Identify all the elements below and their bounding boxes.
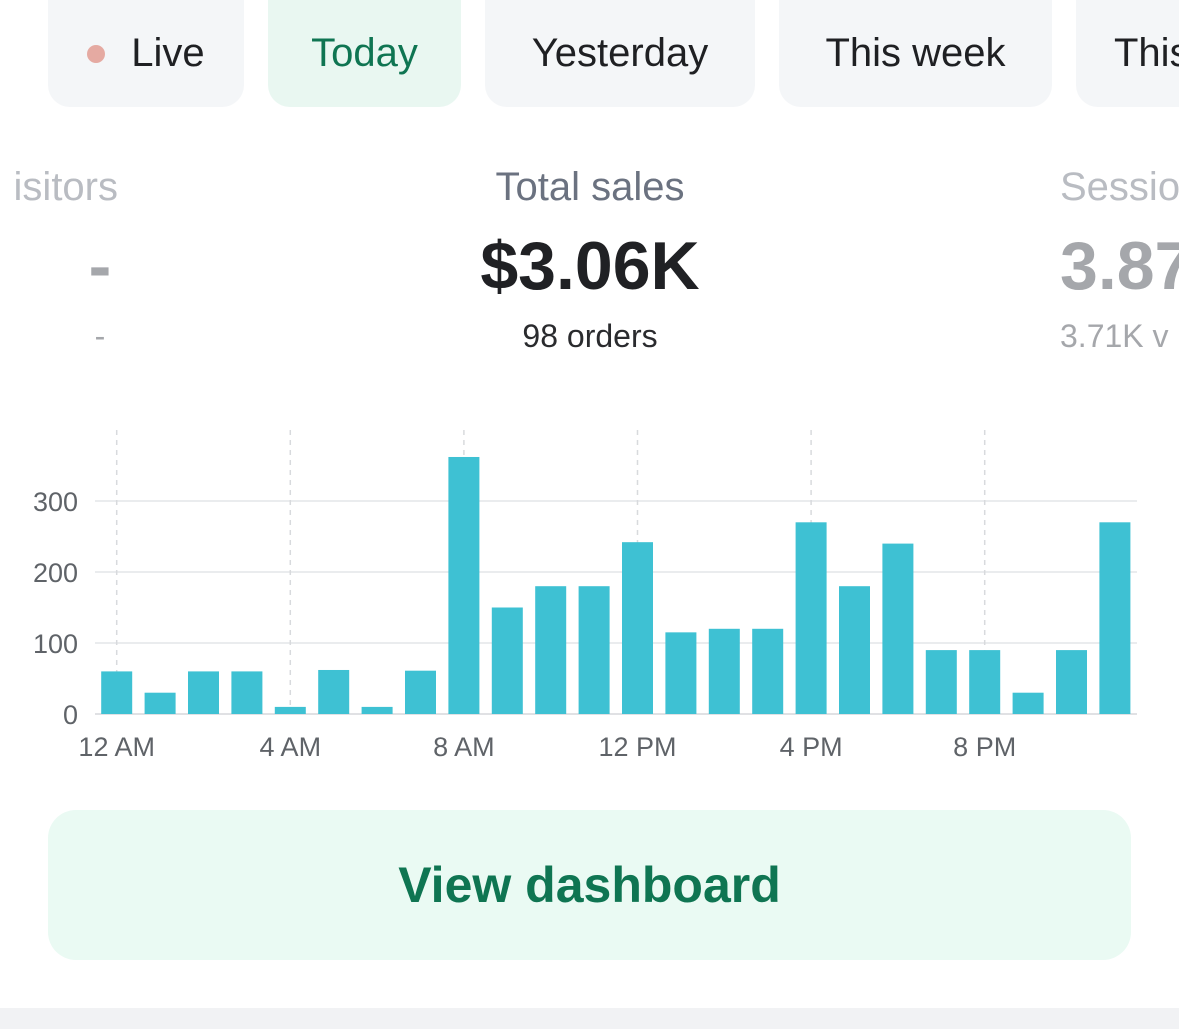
hourly-sales-chart-svg: 0 100 200 300 12 AM 4 AM 8 AM 12 PM 4 PM 8 PM xyxy=(33,430,1137,762)
chart-bar xyxy=(969,650,1001,714)
tab-live[interactable]: Live xyxy=(48,0,244,107)
chart-bar xyxy=(491,607,523,714)
tab-this-month[interactable]: This xyxy=(1076,0,1179,107)
x-tick-label: 8 AM xyxy=(433,732,495,762)
view-dashboard-label: View dashboard xyxy=(398,857,781,913)
bottom-divider xyxy=(0,1008,1179,1029)
metric-sessions-label: Sessio xyxy=(1060,165,1179,209)
chart-bar xyxy=(231,671,263,714)
x-tick-label: 8 PM xyxy=(953,732,1016,762)
chart-bar xyxy=(752,628,784,714)
x-tick-label: 12 PM xyxy=(598,732,676,762)
tab-this-week[interactable]: This week xyxy=(779,0,1052,107)
chart-bar xyxy=(101,671,133,714)
chart-bar xyxy=(274,706,306,714)
chart-bar xyxy=(1056,650,1087,714)
y-tick-label: 0 xyxy=(63,700,78,730)
metric-visitors-value: - xyxy=(88,228,112,304)
metric-sessions[interactable]: Sessio 3.87 3.71K v xyxy=(1060,150,1179,364)
x-tick-label: 4 PM xyxy=(780,732,843,762)
metrics-carousel[interactable]: isitors - - Total sales $3.06K 98 orders… xyxy=(0,150,1179,380)
tab-this-week-label: This week xyxy=(825,31,1006,75)
metric-sessions-value: 3.87 xyxy=(1060,228,1179,304)
chart-bar xyxy=(578,586,610,714)
metric-total-sales-value: $3.06K xyxy=(480,228,700,304)
chart-bar xyxy=(665,632,697,714)
chart-bar xyxy=(795,522,827,714)
chart-bar xyxy=(925,650,957,714)
chart-bar xyxy=(318,669,350,714)
metric-visitors[interactable]: isitors - - xyxy=(0,150,220,364)
metric-total-sales-orders: 98 orders xyxy=(522,318,658,354)
chart-bar xyxy=(882,543,914,714)
metric-visitors-label: isitors xyxy=(13,165,118,209)
chart-bar xyxy=(405,670,436,714)
chart-bar xyxy=(448,456,480,714)
chart-bar xyxy=(188,671,219,714)
tab-yesterday-label: Yesterday xyxy=(531,31,709,75)
chart-bar xyxy=(1099,522,1131,714)
chart-bar xyxy=(839,586,870,714)
metric-total-sales-label: Total sales xyxy=(495,165,685,209)
y-tick-label: 100 xyxy=(33,629,78,659)
live-dot-icon xyxy=(87,44,106,63)
chart-bar xyxy=(535,586,567,714)
tab-today[interactable]: Today xyxy=(268,0,461,107)
view-dashboard-button[interactable]: View dashboard xyxy=(48,810,1131,960)
chart-bar xyxy=(708,628,740,714)
metric-total-sales[interactable]: Total sales $3.06K 98 orders xyxy=(390,150,790,364)
chart-bar xyxy=(361,706,393,714)
chart-bar xyxy=(1012,692,1044,714)
y-tick-label: 200 xyxy=(33,558,78,588)
tab-live-label: Live xyxy=(131,31,205,75)
metric-visitors-sub: - xyxy=(94,318,106,354)
hourly-sales-chart: 0 100 200 300 12 AM 4 AM 8 AM 12 PM 4 PM 8 PM xyxy=(0,420,1179,770)
chart-bar xyxy=(622,542,653,714)
metric-sessions-sub: 3.71K v xyxy=(1060,318,1169,354)
chart-bar xyxy=(144,692,176,714)
x-tick-label: 12 AM xyxy=(78,732,155,762)
date-range-tabs: Live Today Yesterday This week This xyxy=(0,0,1179,108)
tab-this-month-label: This xyxy=(1114,31,1179,75)
y-tick-label: 300 xyxy=(33,487,78,517)
x-tick-label: 4 AM xyxy=(260,732,322,762)
tab-today-label: Today xyxy=(311,31,418,75)
tab-yesterday[interactable]: Yesterday xyxy=(485,0,755,107)
